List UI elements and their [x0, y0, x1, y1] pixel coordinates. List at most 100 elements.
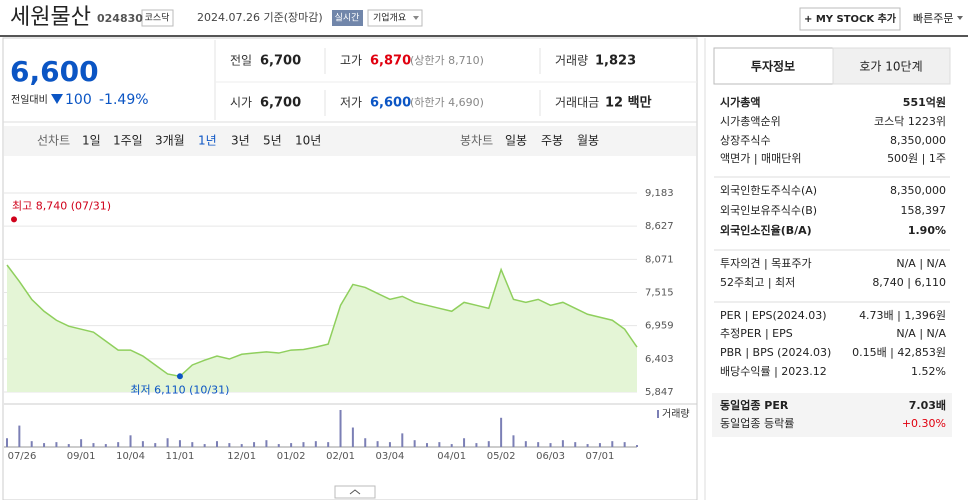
volume-bar [104, 444, 107, 447]
volume-bar [129, 435, 132, 447]
period-item[interactable]: 1일 [82, 134, 101, 148]
volume-bar [290, 443, 293, 447]
x-tick-label: 10/04 [116, 451, 145, 462]
volume-bar [388, 442, 391, 447]
volume-bar [623, 442, 626, 447]
info-label: 52주최고 | 최저 [720, 276, 795, 289]
market-badge [141, 9, 174, 27]
volume-bar [586, 444, 589, 447]
market: 코스닥 [145, 13, 170, 24]
volume-bar [265, 440, 268, 447]
info-value: 8,740 | 6,110 [872, 276, 946, 289]
my-stock-label[interactable]: + MY STOCK 추가 [804, 12, 897, 25]
tab[interactable] [832, 47, 951, 85]
volume-bar [500, 417, 503, 447]
change-rate: -1.49% [99, 92, 149, 108]
period-item[interactable]: 1년 [198, 134, 217, 148]
period-item[interactable]: 3년 [231, 134, 250, 148]
collapse-button[interactable] [334, 485, 376, 499]
volume-bar [351, 427, 354, 447]
period-group: 봉차트 [460, 134, 493, 148]
volume-bar [30, 441, 33, 447]
x-tick-label: 06/03 [536, 451, 565, 462]
sector-box [712, 393, 952, 437]
volume-bar [141, 441, 144, 447]
volume-bar [561, 440, 564, 447]
volume-bar [240, 444, 243, 447]
info-label: 외국인보유주식수(B) [720, 204, 817, 217]
info-label: 동일업종 등락률 [720, 416, 794, 430]
x-tick-label: 04/01 [437, 451, 466, 462]
stock-name: 세원물산 [10, 5, 91, 30]
x-tick-label: 02/01 [326, 451, 355, 462]
volume-bar [598, 443, 601, 447]
info-value: 0.15배 | 42,853원 [852, 346, 946, 359]
annotation-dot [176, 373, 183, 380]
info-label: 액면가 | 매매단위 [720, 152, 802, 165]
period-item[interactable]: 3개월 [155, 134, 185, 148]
down-arrow [51, 94, 63, 104]
volume-bar [413, 440, 416, 447]
volume-bar [537, 442, 540, 447]
volume-bar [18, 425, 21, 447]
volume-bar [314, 441, 317, 447]
change-label: 전일대비 [11, 94, 48, 106]
dropdown-icon [413, 16, 419, 20]
x-tick-label: 12/01 [227, 451, 256, 462]
line [6, 264, 638, 378]
volume-bar [203, 444, 206, 447]
info-label: 외국인소진율(B/A) [720, 223, 812, 237]
y-tick-label: 9,183 [645, 188, 674, 199]
y-tick-label: 6,403 [645, 354, 674, 365]
volume-bar [364, 438, 367, 447]
company-menu-label[interactable]: 기업개요 [373, 13, 406, 24]
period-bar [4, 126, 696, 156]
volume-bar [80, 439, 83, 447]
tab-active[interactable] [713, 47, 834, 85]
period-item[interactable]: 월봉 [577, 134, 599, 148]
volume-bar [524, 441, 527, 447]
annotation-dot [11, 216, 17, 223]
quote-note: (하한가 4,690) [410, 95, 484, 109]
y-tick-label: 8,071 [645, 254, 674, 265]
date: 2024.07.26 기준(장마감) [197, 11, 323, 24]
info-value: 8,350,000 [890, 184, 946, 197]
volume-bar [487, 441, 490, 447]
quote-value: 6,700 [260, 96, 301, 111]
info-value: 7.03배 [909, 398, 946, 412]
my-stock-button[interactable] [799, 7, 901, 31]
y-tick-label: 8,627 [645, 221, 674, 232]
period-item[interactable]: 10년 [295, 134, 321, 148]
volume-bar [277, 444, 280, 447]
volume-bar [67, 444, 70, 447]
y-tick-label: 5,847 [645, 387, 674, 398]
annotation: 최저 6,110 (10/31) [130, 383, 229, 396]
period-item[interactable]: 주봉 [541, 134, 563, 148]
info-label: 투자의견 | 목표주가 [720, 257, 812, 270]
x-tick-label: 11/01 [166, 451, 195, 462]
company-menu[interactable] [367, 9, 423, 27]
dropdown-icon [957, 16, 963, 20]
legend-swatch [657, 410, 659, 418]
change: 100 [65, 92, 92, 108]
volume-bar [549, 443, 552, 447]
tab-label[interactable]: 투자정보 [751, 59, 795, 74]
info-value: 158,397 [901, 204, 947, 217]
left-panel [2, 37, 698, 500]
tab-label[interactable]: 호가 10단계 [859, 60, 922, 74]
realtime-badge [332, 10, 363, 26]
volume-bar [43, 443, 46, 447]
volume-bar [327, 442, 330, 447]
quote-value: 6,870 [370, 54, 411, 69]
info-value: 코스닥 1223위 [874, 115, 946, 128]
period-item[interactable]: 5년 [263, 134, 282, 148]
info-label: 동일업종 PER [720, 398, 789, 412]
chevron [349, 489, 361, 495]
info-label: PBR | BPS (2024.03) [720, 346, 831, 359]
quick-order[interactable]: 빠른주문 [913, 12, 953, 25]
info-label: 시가총액순위 [720, 115, 781, 128]
volume-bar [178, 440, 181, 447]
period-item[interactable]: 일봉 [505, 134, 527, 148]
period-item[interactable]: 1주일 [113, 134, 143, 148]
